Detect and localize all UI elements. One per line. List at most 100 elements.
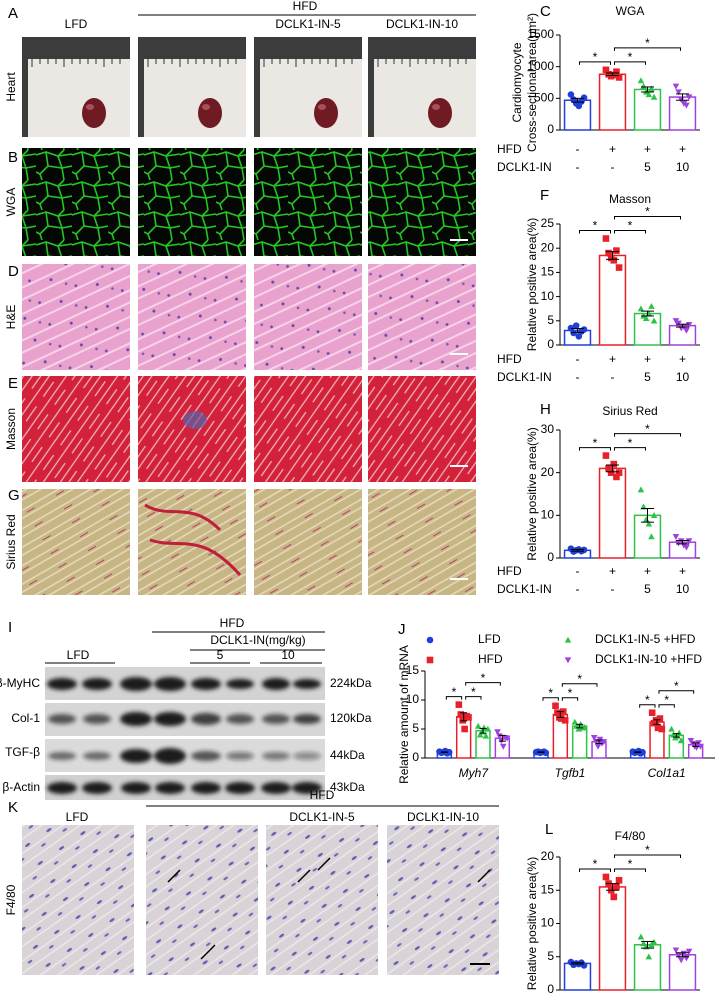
data-point (615, 469, 623, 476)
group-label: DCLK1-IN-5 (275, 17, 341, 31)
x-tick-label: 10 (676, 160, 690, 174)
group-label: LFD (65, 17, 88, 31)
panel-label: A (8, 5, 18, 22)
data-point (637, 933, 645, 940)
x-row-label: HFD (497, 564, 522, 578)
legend-marker (426, 656, 434, 664)
data-point (610, 893, 618, 901)
western-blot: HFD DCLK1-IN(mg/kg) LFD 5 10 β-MyHC Col-… (0, 616, 372, 800)
micrograph (22, 376, 130, 482)
data-point (654, 724, 662, 732)
data-point (594, 743, 602, 750)
x-tick-label: + (679, 142, 686, 156)
data-point (637, 486, 645, 493)
data-point (503, 735, 511, 742)
size-label: 224kDa (330, 676, 372, 690)
significance-label: * (593, 857, 598, 871)
data-point (685, 948, 693, 955)
data-point (613, 883, 620, 891)
data-point (650, 512, 658, 518)
y-tick-label: 15 (541, 265, 555, 279)
significance-bracket (614, 61, 646, 65)
photo (22, 37, 130, 137)
blot-header: 10 (281, 648, 295, 662)
data-point (637, 77, 645, 84)
significance-bracket (561, 683, 598, 687)
significance-bracket (579, 230, 611, 234)
data-point (615, 74, 623, 81)
y-tick-label: 10 (541, 508, 555, 522)
data-point (571, 718, 579, 725)
panel-label: I (8, 619, 12, 636)
x-row-label: DCLK1-IN (497, 370, 552, 384)
panel-label: B (8, 149, 18, 166)
bar (475, 729, 491, 759)
significance-label: * (645, 843, 650, 857)
data-point (656, 715, 664, 722)
data-point (445, 748, 453, 756)
significance-label: * (645, 693, 650, 707)
data-point (675, 89, 682, 96)
significance-label: * (645, 205, 650, 219)
row-label: F4/80 (4, 884, 18, 915)
data-point (648, 533, 655, 540)
data-point (683, 544, 690, 551)
data-point (650, 317, 658, 324)
x-tick-label: - (611, 160, 615, 174)
x-tick-label: + (679, 352, 686, 366)
x-tick-label: + (609, 564, 616, 578)
data-point (474, 722, 482, 729)
row-label: Masson (4, 408, 18, 450)
y-tick-label: 0 (547, 337, 554, 351)
micrograph (22, 825, 134, 975)
data-point (581, 723, 588, 730)
micrograph (368, 376, 476, 482)
micrograph (138, 376, 246, 482)
significance-bracket (639, 704, 656, 708)
panel-label: G (8, 487, 20, 504)
micrograph (368, 264, 476, 370)
significance-label: * (452, 685, 457, 699)
y-tick-label: 5 (547, 313, 554, 327)
data-point (610, 460, 618, 468)
data-point (648, 709, 656, 717)
x-tick-label: - (611, 582, 615, 596)
data-point (602, 452, 610, 459)
significance-bracket (465, 696, 482, 700)
micrograph (138, 264, 246, 370)
row-label: WGA (4, 188, 18, 217)
significance-label: * (628, 50, 633, 64)
data-point (675, 952, 682, 959)
sirius-images (22, 489, 476, 595)
blot-header: HFD (220, 616, 245, 630)
data-point (542, 749, 550, 757)
significance-label: * (568, 686, 573, 700)
bar (633, 944, 662, 991)
row-label: Heart (4, 72, 18, 102)
protein-label: Col-1 (11, 711, 40, 725)
micrograph (254, 148, 362, 256)
arrow (167, 857, 491, 960)
chart-title: WGA (616, 4, 645, 18)
significance-label: * (628, 857, 633, 871)
size-label: 43kDa (330, 780, 365, 794)
significance-label: * (593, 50, 598, 64)
data-point (640, 83, 647, 89)
panel-label: F (540, 187, 549, 204)
y-axis-label: Cross-sectional area(μm²) (525, 13, 539, 152)
significance-bracket (465, 682, 501, 686)
significance-label: * (577, 672, 582, 686)
y-tick-label: 15 (541, 882, 555, 896)
data-point (613, 473, 620, 481)
data-point (482, 732, 490, 739)
panel-label: J (398, 621, 406, 638)
micrograph (22, 489, 130, 595)
group-label: HFD (310, 788, 335, 802)
x-tick-label: - (576, 582, 580, 596)
significance-label: * (548, 686, 553, 700)
micrograph (266, 825, 378, 975)
data-point (459, 717, 466, 724)
data-point (677, 957, 685, 964)
protein-label: TGF-β (5, 745, 40, 759)
